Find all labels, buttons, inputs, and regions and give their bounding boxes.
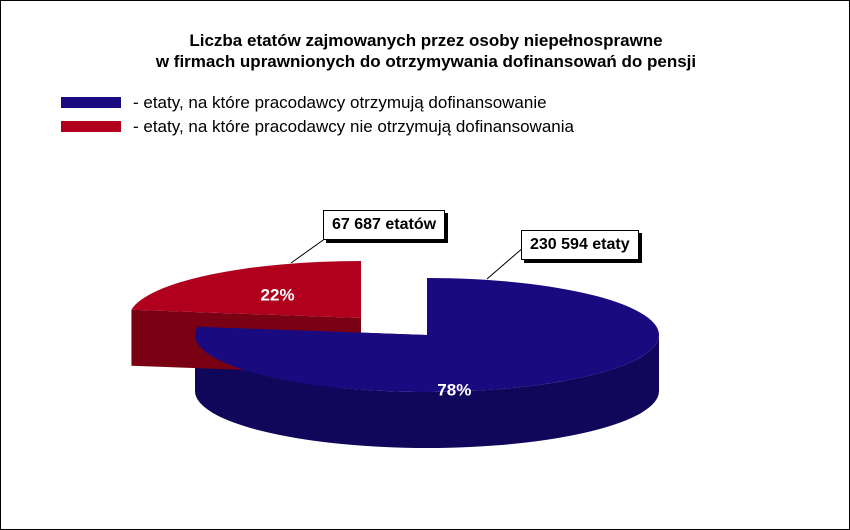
percent-label-unfunded: 22% bbox=[261, 285, 295, 304]
chart-title-line-1: Liczba etatów zajmowanych przez osoby ni… bbox=[189, 31, 663, 50]
pie-slice-funded bbox=[194, 278, 659, 392]
leader-line-funded bbox=[486, 246, 525, 280]
percent-label-funded: 78% bbox=[437, 381, 471, 400]
legend-swatch-unfunded bbox=[61, 121, 121, 132]
pie-slice-unfunded bbox=[131, 261, 361, 318]
legend-swatch-funded bbox=[61, 97, 121, 108]
pie-wall-funded-0 bbox=[195, 335, 659, 448]
value-callout-funded: 230 594 etaty bbox=[521, 230, 639, 260]
chart-title-line-2: w firmach uprawnionych do otrzymywania d… bbox=[155, 52, 697, 71]
legend-label-funded: - etaty, na które pracodawcy otrzymują d… bbox=[133, 93, 547, 112]
value-callout-unfunded: 67 687 etatów bbox=[323, 210, 446, 240]
legend-label-unfunded: - etaty, na które pracodawcy nie otrzymu… bbox=[133, 117, 574, 136]
